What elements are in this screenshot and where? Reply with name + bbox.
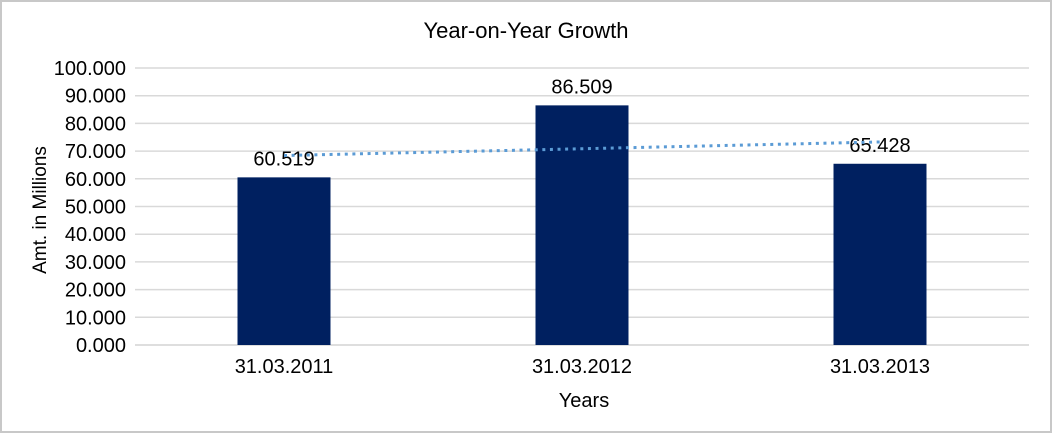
bar-data-label: 86.509: [551, 76, 612, 98]
y-tick-label: 40.000: [65, 224, 126, 246]
bar-data-label: 60.519: [253, 148, 314, 170]
x-axis-title: Years: [558, 390, 610, 412]
trendline: [283, 140, 881, 158]
bar: [535, 105, 629, 345]
chart-title: Year-on-Year Growth: [423, 18, 629, 43]
y-tick-label: 100.000: [54, 58, 126, 80]
x-tick-label: 31.03.2012: [532, 356, 632, 378]
y-tick-label: 20.000: [65, 280, 126, 302]
bar: [237, 177, 331, 345]
y-tick-label: 90.000: [65, 86, 126, 108]
y-tick-label: 50.000: [65, 197, 126, 219]
y-tick-label: 60.000: [65, 169, 126, 191]
y-tick-label: 30.000: [65, 252, 126, 274]
bar: [833, 163, 927, 345]
x-tick-label: 31.03.2013: [830, 356, 930, 378]
bar-data-label: 65.428: [849, 135, 910, 157]
y-tick-label: 10.000: [65, 307, 126, 329]
y-tick-label: 70.000: [65, 141, 126, 163]
y-tick-label: 0.000: [76, 335, 126, 357]
x-tick-label: 31.03.2011: [235, 356, 334, 378]
y-tick-label: 80.000: [65, 113, 126, 135]
